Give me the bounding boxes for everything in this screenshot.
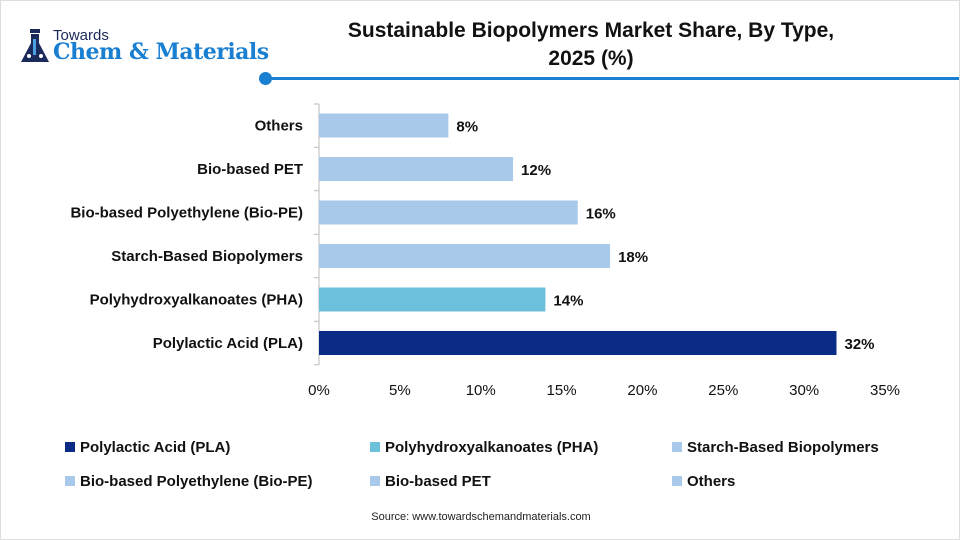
data-label: 12% bbox=[521, 162, 551, 179]
data-label: 14% bbox=[553, 293, 583, 310]
bar bbox=[319, 244, 611, 268]
source-text: Source: www.towardschemandmaterials.com bbox=[371, 511, 591, 523]
x-tick-label: 20% bbox=[627, 382, 657, 399]
category-label: Polylactic Acid (PLA) bbox=[153, 335, 303, 352]
legend-label: Polyhydroxyalkanoates (PHA) bbox=[385, 439, 599, 456]
legend-item: Bio-based Polyethylene (Bio-PE) bbox=[65, 473, 313, 490]
x-tick-label: 5% bbox=[389, 382, 411, 399]
data-label: 32% bbox=[844, 336, 874, 353]
category-label: Bio-based Polyethylene (Bio-PE) bbox=[70, 205, 303, 222]
title-line-2: 2025 (%) bbox=[548, 47, 634, 70]
legend-swatch bbox=[65, 476, 75, 486]
category-label: Starch-Based Biopolymers bbox=[111, 248, 303, 265]
divider-dot bbox=[259, 72, 272, 85]
legend-swatch bbox=[65, 442, 75, 452]
bar bbox=[319, 331, 837, 355]
legend-label: Others bbox=[687, 473, 736, 490]
bar bbox=[319, 287, 546, 312]
data-label: 16% bbox=[586, 206, 616, 223]
legend-swatch bbox=[672, 476, 682, 486]
chart-title: Sustainable Biopolymers Market Share, By… bbox=[301, 17, 881, 73]
legend-item: Starch-Based Biopolymers bbox=[672, 439, 879, 456]
category-label: Bio-based PET bbox=[197, 161, 303, 178]
legend-item: Polyhydroxyalkanoates (PHA) bbox=[370, 439, 598, 456]
x-tick-label: 10% bbox=[466, 382, 496, 399]
x-tick-label: 30% bbox=[789, 382, 819, 399]
bar bbox=[319, 200, 578, 225]
legend-label: Polylactic Acid (PLA) bbox=[80, 439, 231, 456]
x-tick-label: 0% bbox=[308, 382, 330, 399]
legend-swatch bbox=[370, 476, 380, 486]
legend-swatch bbox=[370, 442, 380, 452]
legend-item: Others bbox=[672, 473, 735, 490]
title-line-1: Sustainable Biopolymers Market Share, By… bbox=[347, 19, 835, 42]
data-label: 18% bbox=[618, 249, 648, 266]
x-tick-label: 15% bbox=[547, 382, 577, 399]
logo-main-text: Chem & Materials bbox=[53, 39, 269, 65]
logo-top-text: Towards bbox=[53, 27, 109, 44]
category-label: Polyhydroxyalkanoates (PHA) bbox=[90, 292, 303, 309]
data-label: 8% bbox=[456, 119, 478, 136]
divider-line bbox=[266, 77, 959, 80]
x-tick-label: 25% bbox=[708, 382, 738, 399]
bar bbox=[319, 157, 514, 181]
legend-label: Bio-based PET bbox=[385, 473, 491, 490]
legend-label: Starch-Based Biopolymers bbox=[687, 439, 879, 456]
x-tick-label: 35% bbox=[870, 382, 900, 399]
legend-swatch bbox=[672, 442, 682, 452]
legend-item: Polylactic Acid (PLA) bbox=[65, 439, 230, 456]
legend-item: Bio-based PET bbox=[370, 473, 491, 490]
category-label: Others bbox=[255, 118, 303, 135]
legend-label: Bio-based Polyethylene (Bio-PE) bbox=[80, 473, 313, 490]
flask-icon bbox=[21, 29, 49, 62]
bar bbox=[319, 113, 449, 138]
